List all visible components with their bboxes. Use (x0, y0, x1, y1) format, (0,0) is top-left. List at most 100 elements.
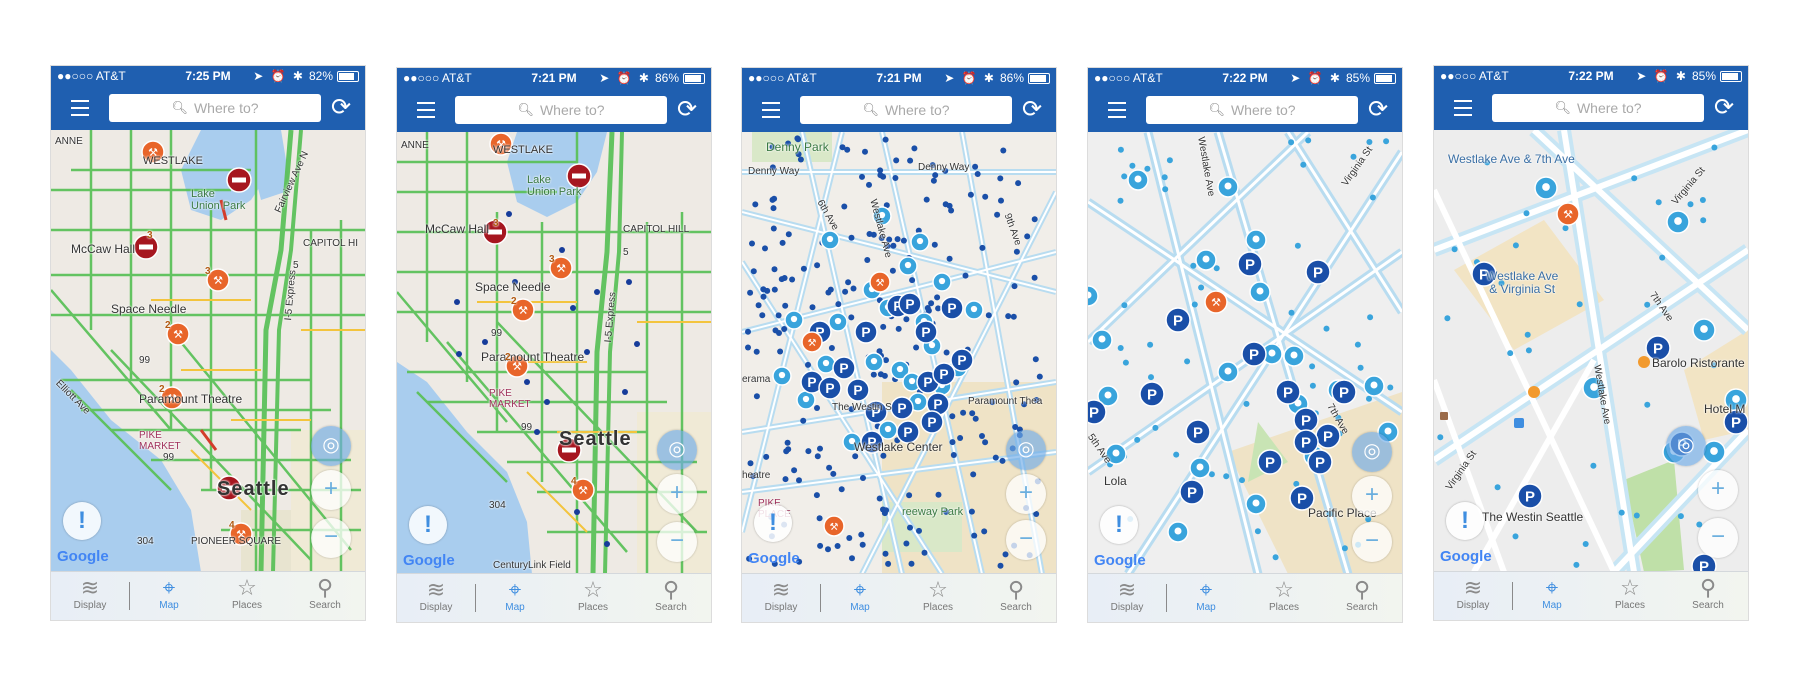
parking-meter-marker[interactable] (820, 230, 840, 250)
construction-marker[interactable]: ⚒ (1204, 290, 1228, 314)
traffic-map[interactable]: ⚒ ⚒ ⚒ ⚒ ⚒ ANNE WESTLAKE Lake Union Park … (397, 132, 711, 574)
parking-meter-marker[interactable] (784, 310, 804, 330)
parking-meter-marker[interactable] (1245, 229, 1267, 251)
parking-lot-marker[interactable]: P (940, 296, 964, 320)
zoom-out-button[interactable]: − (657, 522, 697, 562)
parking-lot-marker[interactable]: P (950, 348, 974, 372)
zoom-out-button[interactable]: − (1698, 518, 1738, 558)
tab-search[interactable]: ⚲ Search (286, 572, 364, 620)
parking-lot-marker[interactable]: P (1275, 379, 1301, 405)
zoom-in-button[interactable]: + (311, 470, 351, 510)
parking-meter-marker[interactable] (898, 256, 918, 276)
road-closure-marker[interactable] (133, 234, 159, 260)
search-input[interactable]: 🔍︎ Where to? (1146, 96, 1358, 124)
search-input[interactable]: 🔍︎ Where to? (109, 94, 321, 122)
parking-meter-marker[interactable] (872, 206, 892, 226)
construction-marker[interactable]: ⚒ (823, 515, 845, 537)
zoom-in-button[interactable]: + (1006, 474, 1046, 514)
parking-meter-marker[interactable] (816, 354, 836, 374)
construction-marker[interactable]: ⚒ (571, 478, 595, 502)
construction-marker[interactable]: ⚒ (511, 298, 535, 322)
parking-lot-marker[interactable]: P (920, 410, 944, 434)
report-alert-button[interactable]: ! (63, 502, 101, 540)
parking-meter-marker[interactable] (1217, 361, 1239, 383)
parking-lot-marker[interactable]: P (846, 378, 870, 402)
parking-meter-marker[interactable] (1167, 521, 1189, 543)
tab-places[interactable]: ☆ Places (208, 572, 286, 620)
parking-meter-marker[interactable] (1195, 249, 1217, 271)
parking-lot-marker[interactable]: P (832, 356, 856, 380)
parking-lot-marker[interactable]: P (1237, 251, 1263, 277)
construction-marker[interactable]: ⚒ (801, 331, 823, 353)
parking-meter-marker[interactable] (828, 312, 848, 332)
zoom-out-button[interactable]: − (311, 518, 351, 558)
menu-icon[interactable] (762, 102, 780, 118)
refresh-icon[interactable]: ⟳ (1021, 96, 1043, 123)
locate-me-button[interactable]: ◎ (657, 430, 697, 470)
parking-lot-marker[interactable]: P (1723, 409, 1748, 435)
parking-meter-marker[interactable] (878, 420, 898, 440)
tab-search[interactable]: ⚲ Search (632, 574, 710, 622)
parking-lot-marker[interactable]: P (1307, 449, 1333, 475)
parking-lot-marker[interactable]: P (860, 430, 884, 454)
tab-map[interactable]: ⌖ Map (821, 574, 899, 622)
parking-meter-marker[interactable] (772, 366, 792, 386)
construction-marker[interactable]: ⚒ (229, 522, 253, 546)
tab-display[interactable]: ≋ Display (742, 574, 820, 622)
parking-lot-marker[interactable]: P (854, 320, 878, 344)
road-closure-marker[interactable] (482, 219, 508, 245)
parking-meter-marker[interactable] (1702, 440, 1726, 464)
parking-lot-marker[interactable]: P (896, 420, 920, 444)
search-input[interactable]: 🔍︎ Where to? (800, 96, 1012, 124)
restaurant-icon[interactable] (1638, 356, 1650, 368)
parking-lot-marker[interactable]: P (1315, 423, 1341, 449)
parking-lot-marker[interactable]: P (1165, 307, 1191, 333)
report-alert-button[interactable]: ! (1446, 502, 1484, 540)
tab-display[interactable]: ≋ Display (1088, 574, 1166, 622)
road-closure-marker[interactable] (566, 163, 592, 189)
tab-map[interactable]: ⌖ Map (1513, 572, 1591, 620)
parking-meter-marker[interactable] (1245, 493, 1267, 515)
parking-meter-marker[interactable] (1666, 210, 1690, 234)
parking-meter-marker[interactable] (1097, 385, 1119, 407)
parking-meter-marker[interactable] (1283, 345, 1305, 367)
construction-marker[interactable]: ⚒ (549, 256, 573, 280)
construction-marker[interactable]: ⚒ (206, 268, 230, 292)
locate-me-button[interactable]: ◎ (1666, 426, 1706, 466)
locate-me-button[interactable]: ◎ (1006, 430, 1046, 470)
refresh-icon[interactable]: ⟳ (330, 94, 352, 121)
parking-lot-marker[interactable]: P (1241, 341, 1267, 367)
parking-meter-marker[interactable] (1692, 318, 1716, 342)
parking-meter-marker[interactable] (910, 232, 930, 252)
construction-marker[interactable]: ⚒ (141, 140, 165, 164)
parking-meter-marker[interactable] (1127, 169, 1149, 191)
parking-meter-marker[interactable] (932, 272, 952, 292)
road-closure-marker[interactable] (216, 475, 242, 501)
road-closure-marker[interactable] (226, 167, 252, 193)
menu-icon[interactable] (71, 100, 89, 116)
refresh-icon[interactable]: ⟳ (1713, 94, 1735, 121)
search-input[interactable]: 🔍︎ Where to? (455, 96, 667, 124)
parking-lot-marker[interactable]: P (1471, 261, 1497, 287)
zoom-out-button[interactable]: − (1352, 522, 1392, 562)
parking-meter-marker[interactable] (1088, 285, 1099, 307)
tab-map[interactable]: ⌖ Map (130, 572, 208, 620)
locate-me-button[interactable]: ◎ (311, 426, 351, 466)
place-icon[interactable] (1440, 412, 1448, 420)
tab-places[interactable]: ☆ Places (1245, 574, 1323, 622)
parking-lot-marker[interactable]: P (932, 362, 956, 386)
construction-marker[interactable]: ⚒ (505, 354, 529, 378)
parking-meter-marker[interactable] (1217, 176, 1239, 198)
zoom-in-button[interactable]: + (657, 474, 697, 514)
tab-search[interactable]: ⚲ Search (1669, 572, 1747, 620)
parking-meter-marker[interactable] (890, 360, 910, 380)
parking-lot-marker[interactable]: P (864, 400, 888, 424)
parking-lot-marker[interactable]: P (1289, 485, 1315, 511)
construction-marker[interactable]: ⚒ (869, 271, 891, 293)
tab-search[interactable]: ⚲ Search (977, 574, 1055, 622)
construction-marker[interactable]: ⚒ (489, 132, 513, 156)
menu-icon[interactable] (1454, 100, 1472, 116)
report-alert-button[interactable]: ! (754, 504, 792, 542)
parking-lot-marker[interactable]: P (1179, 479, 1205, 505)
